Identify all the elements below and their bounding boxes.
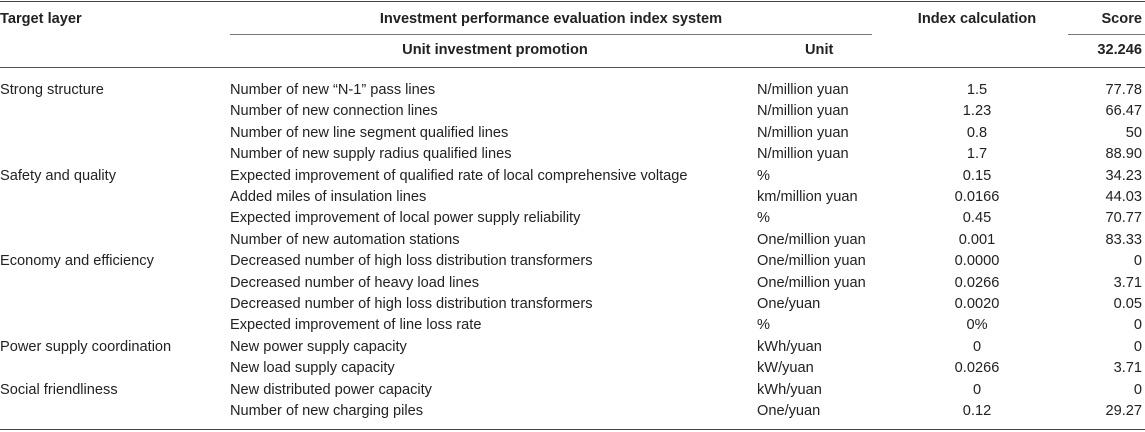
cell-index-calc: 0.45	[962, 210, 992, 227]
cell-indicator: Number of new connection lines	[230, 103, 438, 120]
cell-indicator: New power supply capacity	[230, 338, 407, 355]
cell-indicator: Expected improvement of local power supp…	[230, 210, 581, 227]
table-row: Decreased number of high loss distributi…	[0, 294, 1145, 315]
cell-score: 0	[1133, 317, 1142, 334]
cell-indicator: Added miles of insulation lines	[230, 189, 427, 205]
cell-unit: kWh/yuan	[757, 338, 822, 355]
cell-score: 29.27	[1105, 403, 1142, 419]
cell-indicator: Number of new “N-1” pass lines	[230, 82, 436, 98]
table-row: Strong structure Number of new “N-1” pass…	[0, 80, 1145, 101]
cell-unit: One/million yuan	[757, 253, 866, 270]
cell-unit: %	[757, 210, 770, 227]
cell-index-calc: 0%	[966, 317, 988, 334]
table-row: New load supply capacity kW/yuan 0.0266 3.7…	[0, 358, 1145, 379]
cell-score: 0.05	[1113, 296, 1142, 312]
table-top-rule	[0, 1, 1145, 2]
table-row: Safety and quality Expected improvement o…	[0, 166, 1145, 187]
cell-target-layer: Safety and quality	[0, 167, 117, 184]
cell-indicator: Expected improvement of line loss rate	[230, 317, 482, 334]
table-row: Power supply coordination New power suppl…	[0, 337, 1145, 358]
cell-index-calc: 0.0266	[954, 274, 1000, 291]
cell-index-calc: 1.23	[962, 103, 992, 120]
table-row: Social friendliness New distributed power…	[0, 380, 1145, 401]
cell-unit: %	[757, 317, 770, 334]
table-row: Added miles of insulation lines km/millio…	[0, 187, 1145, 208]
cell-unit: One/yuan	[757, 296, 821, 312]
header-target-layer: Target layer	[0, 11, 82, 27]
cell-unit: One/yuan	[757, 403, 821, 419]
cell-target-layer: Social friendliness	[0, 381, 118, 398]
cell-index-calc: 0.001	[958, 231, 996, 248]
cell-index-calc: 1.7	[966, 146, 988, 163]
table-row: Number of new line segment qualified lin…	[0, 123, 1145, 144]
cell-unit: N/million yuan	[757, 146, 849, 163]
cell-unit: N/million yuan	[757, 82, 849, 98]
cell-score: 0	[1133, 338, 1142, 355]
table-bottom-rule	[0, 429, 1145, 430]
header-score-subrule	[1068, 34, 1145, 35]
cell-indicator: Number of new automation stations	[230, 231, 460, 248]
cell-score: 83.33	[1105, 231, 1142, 248]
header-unit: Unit	[805, 42, 834, 58]
cell-target-layer: Power supply coordination	[0, 338, 172, 355]
table-row: Decreased number of heavy load lines One/…	[0, 273, 1145, 294]
table-row: Economy and efficiency Decreased number o…	[0, 251, 1145, 272]
cell-indicator: Decreased number of high loss distributi…	[230, 253, 593, 270]
cell-score: 0	[1133, 381, 1142, 398]
cell-index-calc: 1.5	[966, 82, 988, 98]
header-system-subrule	[230, 34, 872, 35]
cell-indicator: Expected improvement of qualified rate o…	[230, 167, 688, 184]
cell-indicator: Decreased number of high loss distributi…	[230, 296, 593, 312]
cell-unit: One/million yuan	[757, 274, 866, 291]
cell-index-calc: 0	[972, 338, 982, 355]
header-index-calculation: Index calculation	[917, 11, 1037, 27]
cell-score: 3.71	[1113, 274, 1142, 291]
cell-target-layer: Economy and efficiency	[0, 253, 154, 270]
cell-indicator: New load supply capacity	[230, 360, 395, 377]
cell-index-calc: 0.0266	[954, 360, 1000, 377]
table-row: Number of new charging piles One/yuan 0.12…	[0, 401, 1145, 422]
cell-index-calc: 0.0166	[954, 189, 1000, 205]
cell-score: 77.78	[1105, 82, 1142, 98]
cell-score: 3.71	[1113, 360, 1142, 377]
header-score: Score	[1101, 11, 1142, 27]
header-bottom-rule	[0, 67, 1145, 68]
cell-unit: %	[757, 167, 770, 184]
cell-unit: kWh/yuan	[757, 381, 822, 398]
cell-unit: N/million yuan	[757, 103, 849, 120]
cell-score: 70.77	[1105, 210, 1142, 227]
cell-index-calc: 0.0000	[954, 253, 1000, 270]
cell-index-calc: 0.12	[962, 403, 992, 419]
table-row: Number of new supply radius qualified li…	[0, 144, 1145, 165]
table-row: Number of new automation stations One/mil…	[0, 230, 1145, 251]
cell-unit: N/million yuan	[757, 124, 849, 141]
cell-score: 44.03	[1105, 189, 1142, 205]
header-index-system: Investment performance evaluation index …	[379, 11, 723, 27]
cell-score: 34.23	[1105, 167, 1142, 184]
table-row: Expected improvement of line loss rate% 0…	[0, 315, 1145, 336]
cell-index-calc: 0	[972, 381, 982, 398]
cell-indicator: New distributed power capacity	[230, 381, 432, 398]
cell-score: 50	[1125, 124, 1142, 141]
cell-unit: km/million yuan	[757, 189, 858, 205]
cell-index-calc: 0.8	[966, 124, 988, 141]
cell-indicator: Number of new charging piles	[230, 403, 424, 419]
cell-score: 66.47	[1105, 103, 1142, 120]
table-row: Number of new connection lines N/million …	[0, 101, 1145, 122]
cell-score: 0	[1133, 253, 1142, 270]
cell-unit: kW/yuan	[757, 360, 814, 377]
cell-indicator: Number of new supply radius qualified li…	[230, 146, 512, 163]
cell-index-calc: 0.15	[962, 167, 992, 184]
cell-score: 88.90	[1105, 146, 1142, 163]
cell-unit: One/million yuan	[757, 231, 866, 248]
header-total-score: 32.246	[1097, 42, 1142, 58]
cell-indicator: Decreased number of heavy load lines	[230, 274, 480, 291]
cell-index-calc: 0.0020	[954, 296, 1000, 312]
cell-target-layer: Strong structure	[0, 82, 104, 98]
table-row: Expected improvement of local power supp…	[0, 208, 1145, 229]
cell-indicator: Number of new line segment qualified lin…	[230, 124, 509, 141]
header-unit-promotion: Unit investment promotion	[402, 42, 588, 58]
